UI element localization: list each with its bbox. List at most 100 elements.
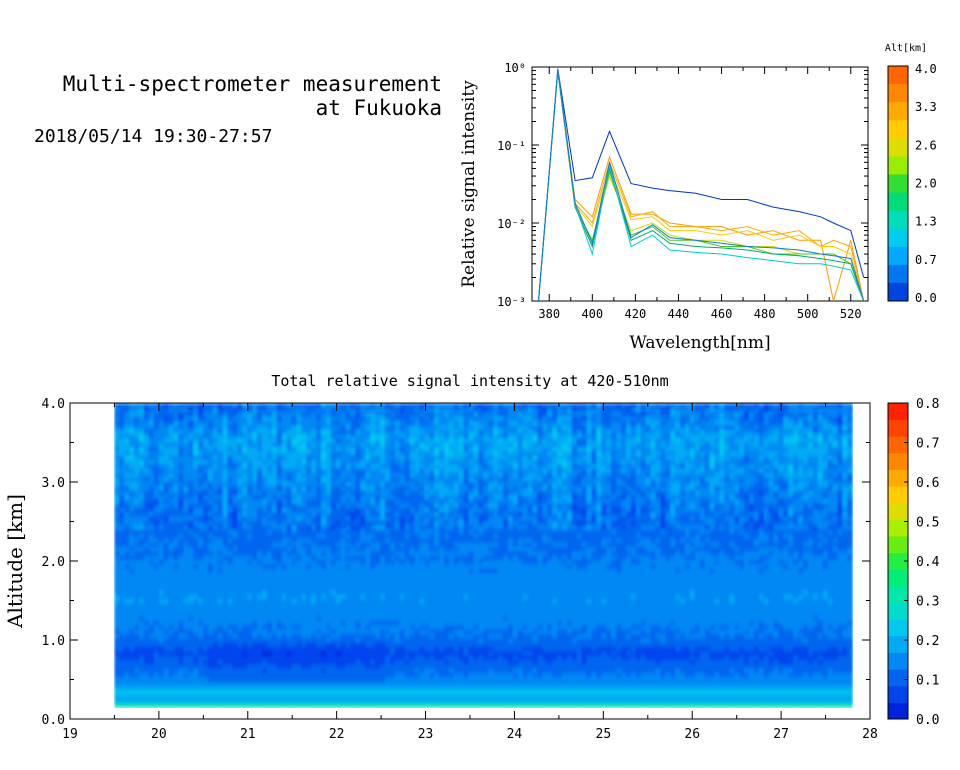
y-tick-label: 10⁻² [497,217,526,231]
heatmap-cell [335,511,342,517]
heatmap-cell [207,459,214,465]
heatmap-cell [399,463,406,469]
heatmap-cell [139,450,145,456]
heatmap-cell [232,698,239,704]
heatmap-cell [443,681,450,687]
heatmap-cell [227,468,234,474]
heatmap-cell [262,685,268,691]
heatmap-cell [384,681,391,687]
heatmap-cell [252,455,258,461]
heatmap-cell [237,533,243,539]
heatmap-cell [399,403,406,408]
heatmap-cell [325,437,332,443]
heatmap-cell [257,663,263,669]
heatmap-cell [389,420,396,426]
heatmap-cell [439,533,445,539]
heatmap-cell [148,637,155,643]
heatmap-cell [340,476,347,482]
spectrum-series-line [538,68,865,301]
heatmap-cell [311,515,317,521]
heatmap-cell [212,411,219,417]
heatmap-cell [271,581,278,587]
heatmap-cell [375,698,381,704]
heatmap-cell [443,628,450,634]
heatmap-cell [237,685,243,691]
heatmap-cell [375,507,381,513]
heatmap-cell [350,403,357,408]
heatmap-cell [281,476,288,482]
heatmap-cell [316,572,322,578]
heatmap-cell [247,542,253,547]
heatmap-cell [153,576,160,582]
heatmap-cell [286,476,293,482]
heatmap-cell [281,611,288,617]
heatmap-cell [124,494,130,500]
heatmap-cell [163,515,170,521]
heatmap-cell [345,446,352,452]
heatmap-cell [311,463,317,469]
heatmap-cell [360,424,366,430]
heatmap-cell [271,598,278,604]
heatmap-cell [227,633,234,639]
heatmap-cell [129,572,135,578]
heatmap-cell [129,498,135,504]
heatmap-cell [222,433,229,439]
heatmap-cell [429,550,435,556]
heatmap-cell [296,542,302,547]
heatmap-cell [345,442,352,448]
heatmap-cell [242,620,248,626]
heatmap-cell [394,611,401,617]
spectrum-series-line [538,70,865,301]
heatmap-cell [414,633,420,639]
heatmap-cell [291,646,298,652]
heatmap-cell [168,424,175,430]
heatmap-cell [119,559,125,565]
heatmap-cell [316,641,322,647]
heatmap-cell [281,650,288,656]
heatmap-cell [316,624,322,630]
heatmap-cell [301,685,307,691]
heatmap-cell [301,433,307,439]
heatmap-cell [202,611,209,617]
heatmap-cell [321,555,327,561]
heatmap-cell [276,650,283,656]
heatmap-cell [335,611,342,617]
heatmap-cell [424,489,430,495]
heatmap-cell [350,446,357,452]
heatmap-cell [424,694,430,700]
heatmap-cell [434,672,440,678]
heatmap-cell [419,433,425,439]
heatmap-cell [153,455,160,461]
heatmap-cell [340,689,347,695]
heatmap-cell [291,433,298,439]
heatmap-cell [158,542,165,547]
heatmap-cell [306,672,312,678]
heatmap-cell [276,455,283,461]
heatmap-cell [291,681,298,687]
heatmap-cell [424,663,430,669]
heatmap-cell [153,546,160,552]
heatmap-cell [158,463,165,469]
heatmap-cell [212,437,219,443]
heatmap-cell [434,685,440,691]
heatmap-cell [380,520,386,526]
heatmap-cell [178,685,184,691]
heatmap-cell [345,524,352,530]
heatmap-cell [242,572,248,578]
heatmap-cell [335,429,342,435]
heatmap-cell [360,607,366,613]
heatmap-cell [242,463,248,469]
heatmap-cell [389,576,396,582]
heatmap-cell [202,702,209,708]
heatmap-cell [202,529,209,534]
heatmap-cell [380,589,386,595]
heatmap-cell [217,515,224,521]
heatmap-cell [301,507,307,513]
heatmap-cell [325,641,332,647]
heatmap-cell [188,529,194,534]
heatmap-cell [389,581,396,587]
heatmap-cell [262,537,268,543]
heatmap-cell [276,485,283,491]
heatmap-cell [404,446,411,452]
altitude-colorbar-swatch [888,102,908,121]
